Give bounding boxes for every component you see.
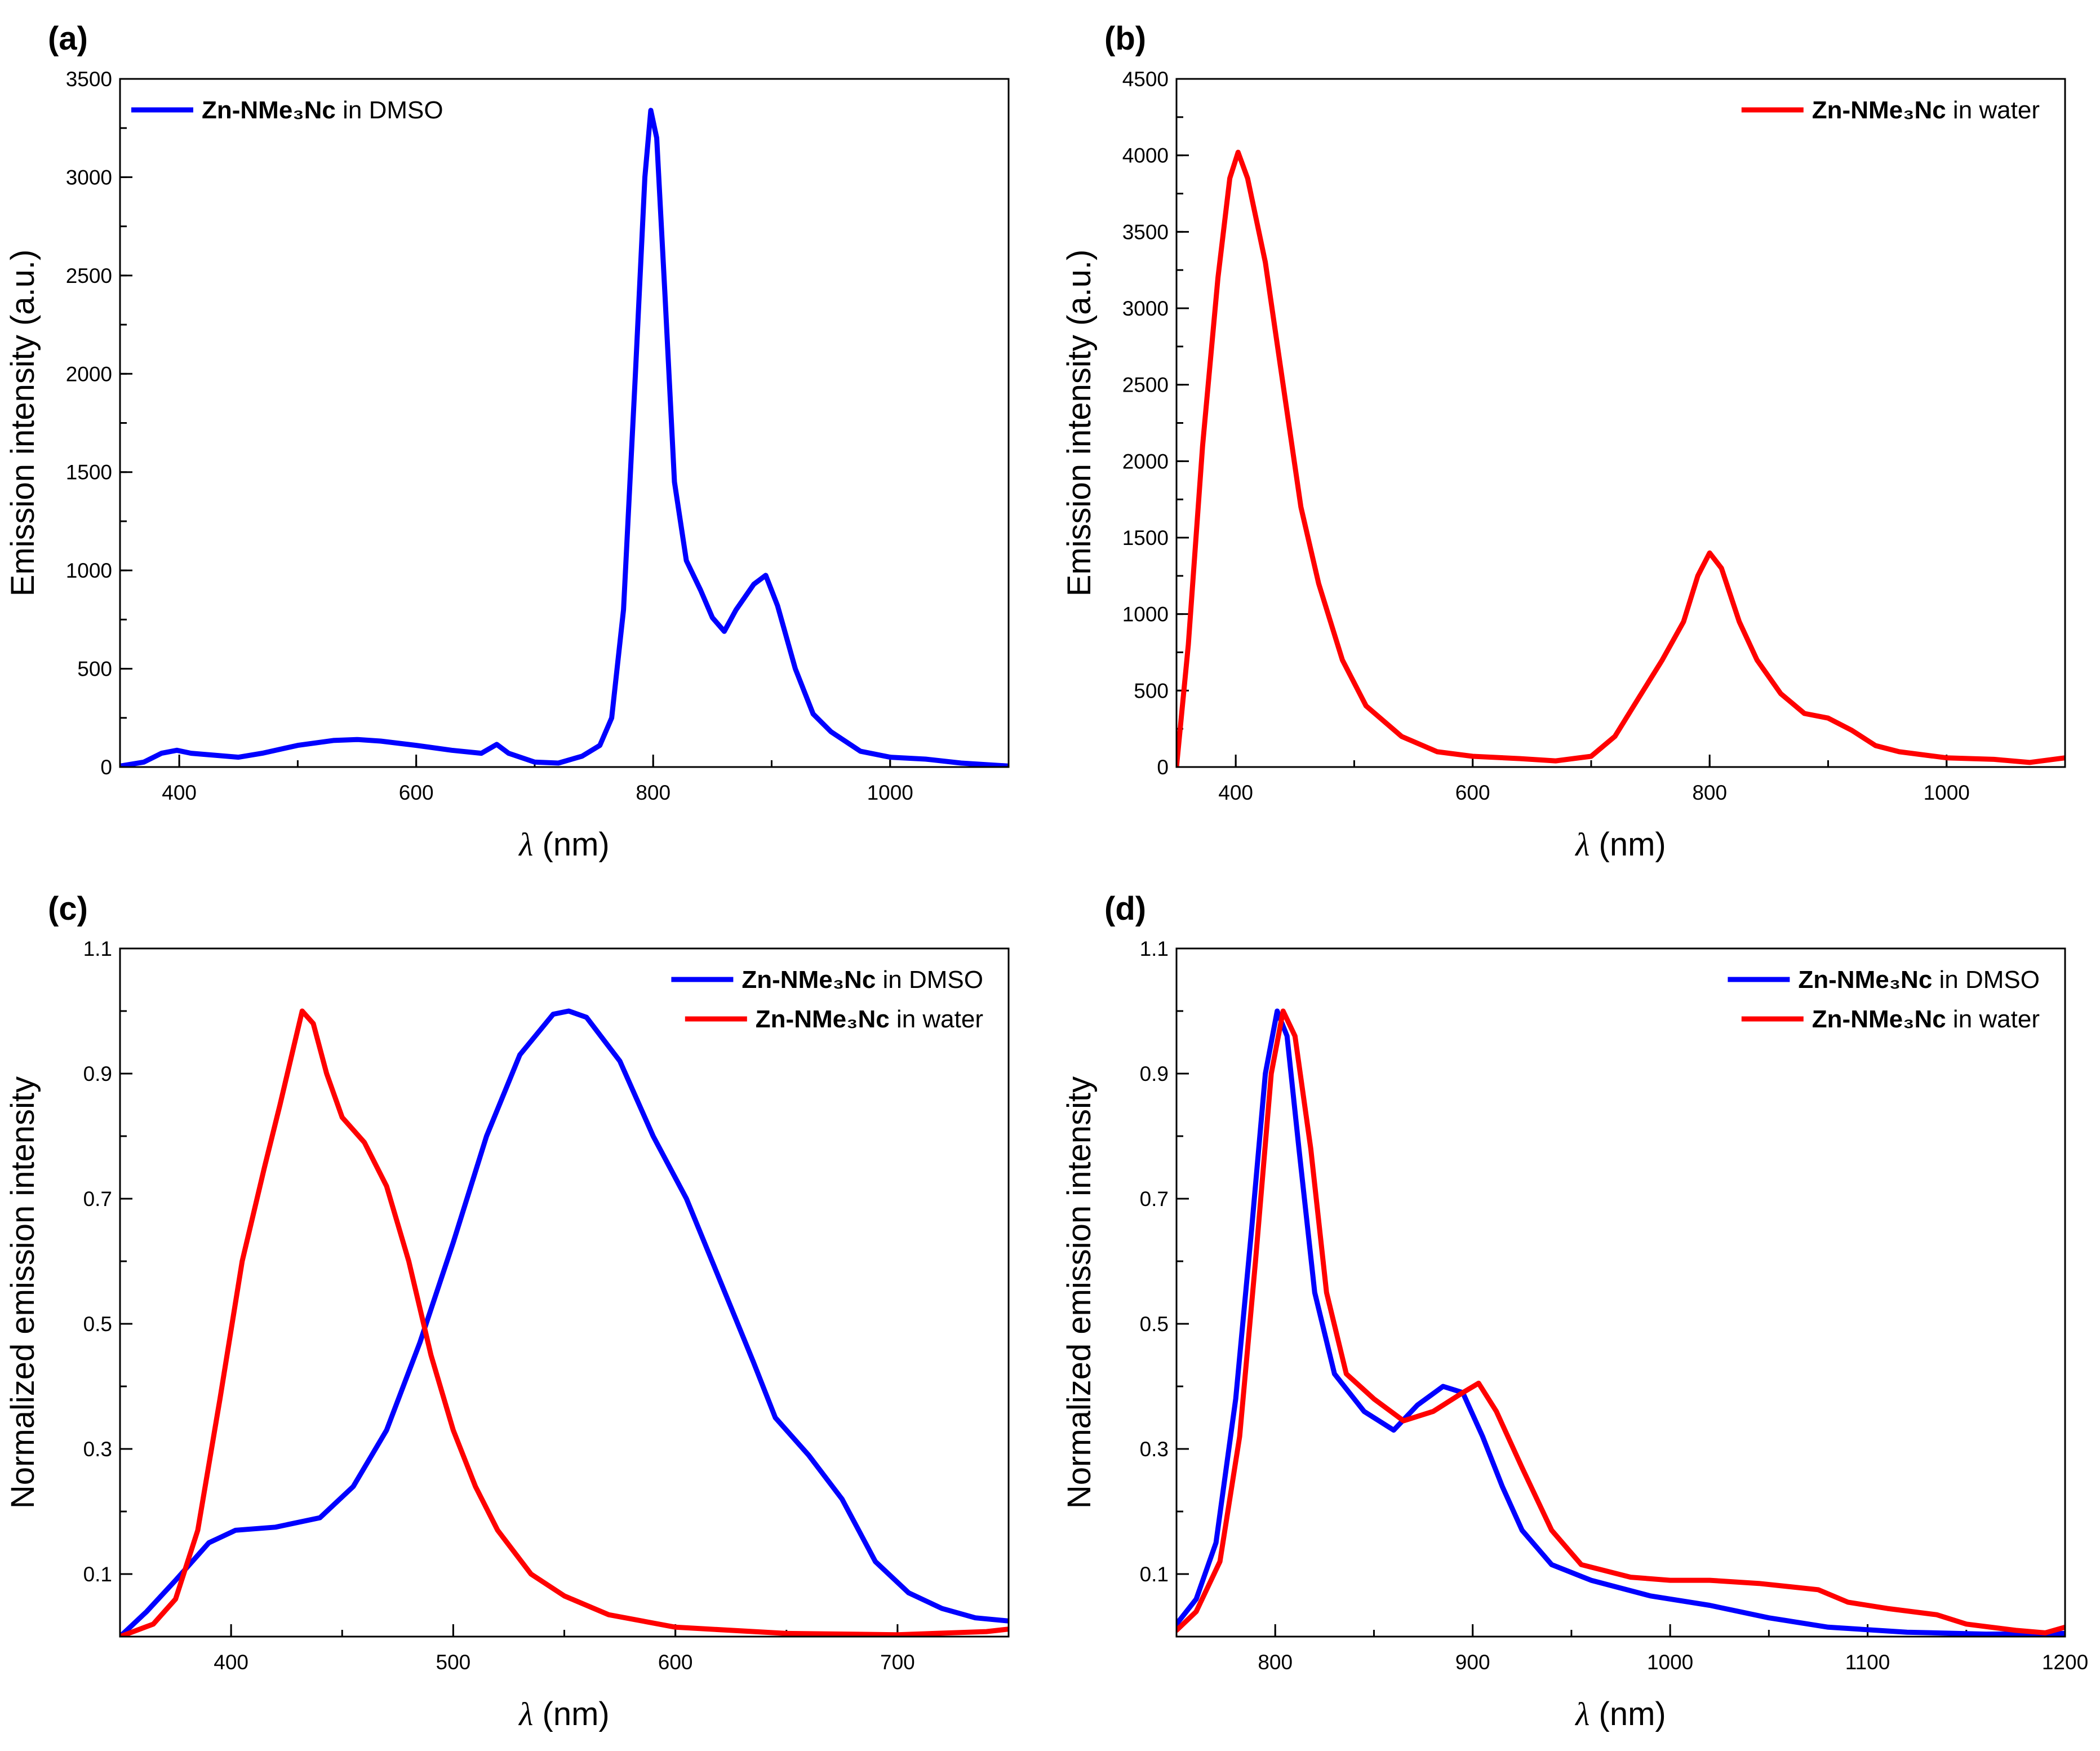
plot-frame <box>119 78 1010 768</box>
y-tick-label: 1.1 <box>1140 937 1169 960</box>
x-tick-label: 1200 <box>2042 1651 2088 1674</box>
y-tick-label: 0.3 <box>83 1438 112 1461</box>
series-line-c-1 <box>120 1008 1009 1637</box>
x-tick-label: 800 <box>1692 781 1727 804</box>
legend-label: Zn-NMe₃Nc in DMSO <box>742 966 983 994</box>
y-axis-label: Emission intensity (a.u.) <box>1061 250 1098 597</box>
series-line-a-0 <box>120 108 1009 767</box>
panel-label-d: (d) <box>1104 890 1146 927</box>
y-tick-label: 4500 <box>1122 68 1169 91</box>
x-axis-label: λ (nm) <box>1574 826 1666 863</box>
y-tick-label: 0.1 <box>83 1563 112 1586</box>
legend-item: Zn-NMe₃Nc in DMSO <box>671 966 983 994</box>
plot-frame <box>119 947 1010 1638</box>
x-axis-label: λ (nm) <box>518 1696 609 1732</box>
series-line-b-0 <box>1176 149 2065 767</box>
panel-label-b: (b) <box>1104 20 1146 57</box>
series-line-d-1 <box>1176 1008 2065 1635</box>
y-tick-label: 4000 <box>1122 144 1169 167</box>
panel-label-a: (a) <box>48 20 88 57</box>
chart-d: (d) 800 900 1000 1100 1200 0.1 0.3 0.5 0.7 0.9 1.1 λ… <box>1061 890 2088 1732</box>
y-tick-label: 0.5 <box>83 1313 112 1336</box>
y-axis-label: Emission intensity (a.u.) <box>5 250 41 597</box>
x-tick-label: 600 <box>399 781 434 804</box>
x-tick-label: 800 <box>636 781 671 804</box>
legend-label: Zn-NMe₃Nc in water <box>1812 1005 2040 1033</box>
x-tick-label: 400 <box>214 1651 248 1674</box>
legend-item: Zn-NMe₃Nc in DMSO <box>131 96 443 124</box>
x-tick-label: 800 <box>1258 1651 1293 1674</box>
y-tick-label: 0.3 <box>1140 1438 1169 1461</box>
plot-frame <box>1175 78 2066 768</box>
legend: Zn-NMe₃Nc in DMSO <box>131 96 443 124</box>
y-tick-label: 0.9 <box>1140 1062 1169 1085</box>
y-tick-label: 0.5 <box>1140 1313 1169 1336</box>
x-tick-label: 400 <box>162 781 197 804</box>
y-tick-label: 0.1 <box>1140 1563 1169 1586</box>
y-tick-label: 1500 <box>66 461 112 484</box>
chart-c: (c) 400 500 600 700 0.1 0.3 0.5 0.7 0.9 1.1 λ (nm) N… <box>5 890 1010 1732</box>
panel-label-c: (c) <box>48 890 88 927</box>
x-tick-label: 900 <box>1455 1651 1490 1674</box>
legend-label: Zn-NMe₃Nc in water <box>1812 96 2040 124</box>
x-tick-label: 500 <box>436 1651 471 1674</box>
series-line-d-0 <box>1176 1008 2065 1637</box>
x-tick-label: 600 <box>1455 781 1490 804</box>
y-tick-label: 3500 <box>66 68 112 91</box>
legend: Zn-NMe₃Nc in DMSO Zn-NMe₃Nc in water <box>1728 966 2040 1033</box>
y-tick-label: 1000 <box>1122 603 1169 626</box>
y-tick-label: 0 <box>1157 756 1169 779</box>
y-axis-label: Normalized emission intensity <box>1061 1076 1098 1509</box>
legend: Zn-NMe₃Nc in DMSO Zn-NMe₃Nc in water <box>671 966 983 1033</box>
y-tick-label: 0.7 <box>1140 1187 1169 1211</box>
legend-item: Zn-NMe₃Nc in water <box>685 1005 983 1033</box>
plot-frame <box>1175 947 2066 1638</box>
y-tick-label: 2000 <box>1122 450 1169 473</box>
x-tick-label: 1000 <box>1924 781 1970 804</box>
y-tick-label: 500 <box>77 658 112 681</box>
legend-label: Zn-NMe₃Nc in DMSO <box>202 96 443 124</box>
legend-item: Zn-NMe₃Nc in water <box>1741 96 2040 124</box>
y-tick-label: 1.1 <box>83 937 112 960</box>
x-tick-label: 700 <box>880 1651 915 1674</box>
y-tick-label: 0 <box>100 756 112 779</box>
x-tick-label: 600 <box>658 1651 693 1674</box>
legend-item: Zn-NMe₃Nc in DMSO <box>1728 966 2040 994</box>
y-tick-label: 2500 <box>1122 374 1169 397</box>
x-axis-label: λ (nm) <box>518 826 609 863</box>
y-tick-label: 0.9 <box>83 1062 112 1085</box>
x-tick-label: 1000 <box>867 781 913 804</box>
y-tick-label: 1000 <box>66 559 112 582</box>
y-axis-label: Normalized emission intensity <box>5 1076 41 1509</box>
y-tick-label: 3500 <box>1122 220 1169 243</box>
legend-label: Zn-NMe₃Nc in water <box>756 1005 983 1033</box>
x-tick-label: 1100 <box>1845 1651 1890 1674</box>
y-tick-label: 2000 <box>66 362 112 385</box>
legend: Zn-NMe₃Nc in water <box>1741 96 2040 124</box>
chart-b: (b) 400 600 800 1000 0 500 1000 1500 2000 2500 3000… <box>1061 20 2066 863</box>
x-tick-label: 1000 <box>1647 1651 1693 1674</box>
x-tick-label: 400 <box>1218 781 1253 804</box>
y-tick-label: 3000 <box>66 166 112 189</box>
y-tick-label: 3000 <box>1122 297 1169 320</box>
legend-item: Zn-NMe₃Nc in water <box>1741 1005 2040 1033</box>
legend-label: Zn-NMe₃Nc in DMSO <box>1798 966 2040 994</box>
y-tick-label: 500 <box>1134 679 1169 702</box>
series-line-c-0 <box>120 1008 1009 1637</box>
x-axis-label: λ (nm) <box>1574 1696 1666 1732</box>
y-tick-label: 2500 <box>66 264 112 287</box>
y-tick-label: 0.7 <box>83 1187 112 1211</box>
chart-a: (a) 400 600 800 1000 0 500 1000 1500 2000 2500 3000… <box>5 20 1010 863</box>
y-tick-label: 1500 <box>1122 526 1169 549</box>
